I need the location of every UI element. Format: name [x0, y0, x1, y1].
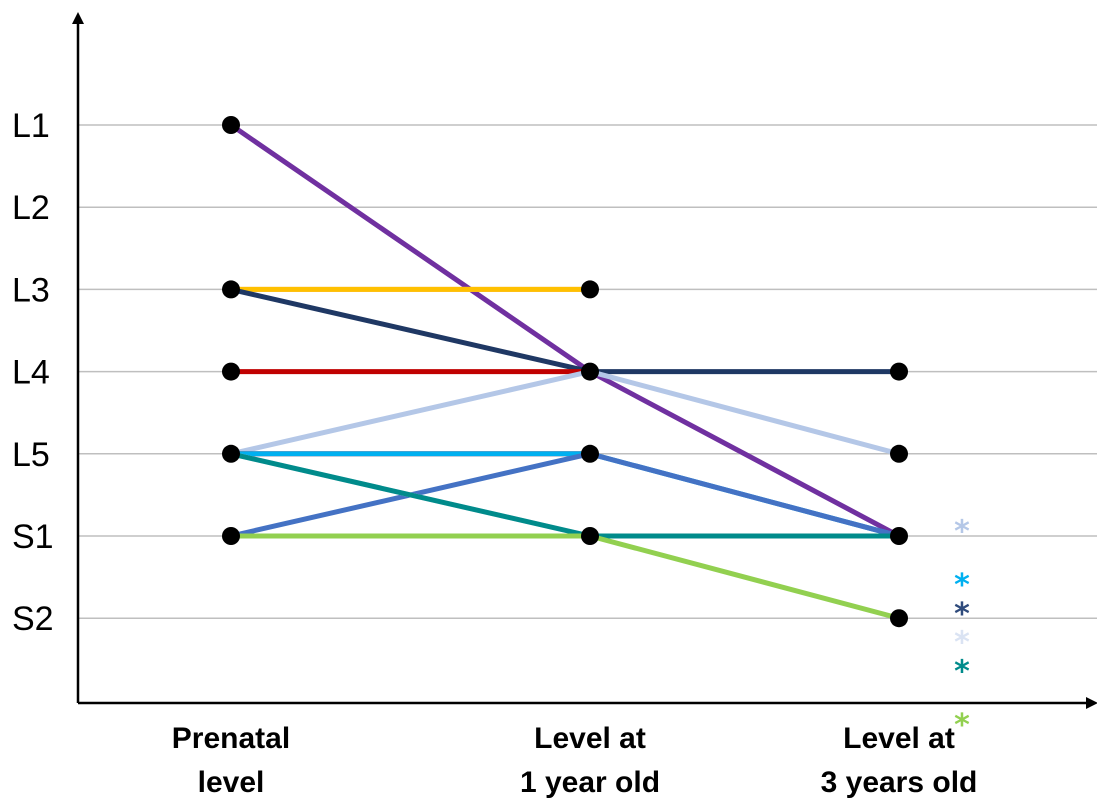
significance-star-4: * [954, 654, 970, 689]
significance-markers: ****** [954, 515, 970, 743]
series-line-9 [228, 451, 902, 539]
data-points [222, 116, 908, 628]
data-point-2 [890, 527, 908, 545]
significance-star-3: * [954, 626, 970, 661]
data-point-0 [222, 116, 240, 134]
significance-star-2: * [954, 597, 970, 632]
data-point-3 [222, 280, 240, 299]
data-point-11 [581, 527, 599, 545]
data-point-6 [222, 362, 240, 381]
series-line-3 [228, 286, 902, 375]
x-tick-labels: Prenatal level Level at 1 year old Level at 3… [172, 722, 978, 799]
y-tick-label-s1: S1 [12, 518, 54, 556]
y-tick-labels: L1 L2 L3 L4 L5 S1 S2 [12, 107, 54, 638]
data-point-5 [890, 362, 908, 381]
series-line-5 [228, 369, 902, 457]
y-tick-label-s2: S2 [12, 600, 54, 638]
data-point-7 [222, 444, 240, 463]
y-tick-label-l4: L4 [12, 354, 50, 392]
data-point-4 [581, 280, 599, 299]
data-point-1 [581, 362, 599, 381]
series-line-10 [228, 451, 902, 539]
significance-star-1: * [954, 568, 970, 603]
series-line-8 [228, 451, 902, 539]
data-point-8 [890, 444, 908, 463]
y-tick-label-l3: L3 [12, 271, 50, 309]
data-point-9 [581, 444, 599, 463]
x-tick-label-2: Level at 3 years old [821, 722, 978, 799]
axes [72, 12, 1097, 709]
series-line-7 [228, 451, 902, 539]
series-line-11 [228, 533, 902, 621]
x-tick-label-0: Prenatal level [172, 722, 290, 799]
y-tick-label-l5: L5 [12, 436, 50, 474]
series-lines [228, 122, 902, 621]
significance-star-5: * [954, 708, 970, 743]
data-point-12 [890, 609, 908, 628]
significance-star-0: * [954, 515, 970, 550]
x-tick-label-1: Level at 1 year old [520, 722, 660, 799]
y-tick-label-l1: L1 [12, 107, 50, 145]
data-point-10 [222, 527, 240, 545]
y-tick-label-l2: L2 [12, 189, 50, 227]
